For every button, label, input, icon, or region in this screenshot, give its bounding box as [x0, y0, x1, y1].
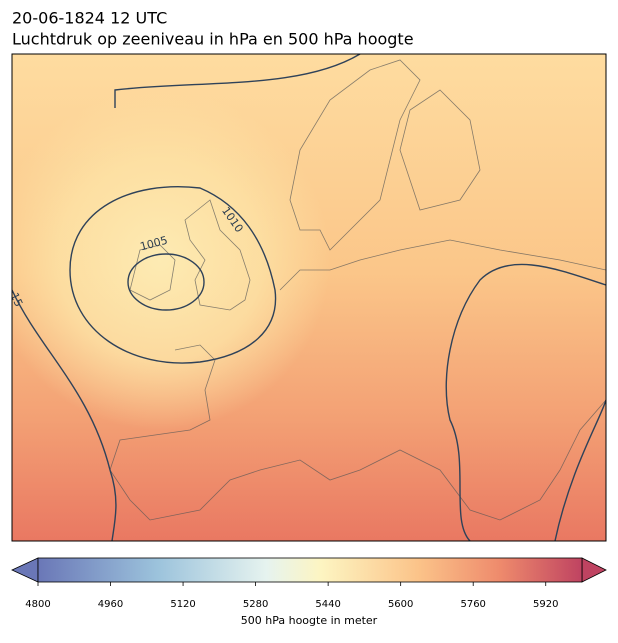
colorbar-tick-label: 4800 [25, 599, 50, 610]
map: 1005 1010 15 [8, 54, 606, 541]
colorbar-scale [37, 557, 583, 583]
colorbar-tick-label: 5760 [460, 599, 485, 610]
colorbar-label: 500 hPa hoogte in meter [241, 614, 378, 627]
colorbar-tick-label: 5440 [315, 599, 340, 610]
colorbar [11, 557, 607, 583]
subtitle: Luchtdruk op zeeniveau in hPa en 500 hPa… [12, 30, 414, 49]
colorbar-tick-label: 4960 [98, 599, 123, 610]
contour-label: 15 [8, 291, 26, 309]
title: 20-06-1824 12 UTC [12, 9, 167, 28]
colorbar-tick-label: 5920 [533, 599, 558, 610]
colorbar-tick-label: 5120 [170, 599, 195, 610]
colorbar-tick-label: 5600 [388, 599, 413, 610]
map-frame [11, 53, 607, 542]
colorbar-tick-label: 5280 [243, 599, 268, 610]
